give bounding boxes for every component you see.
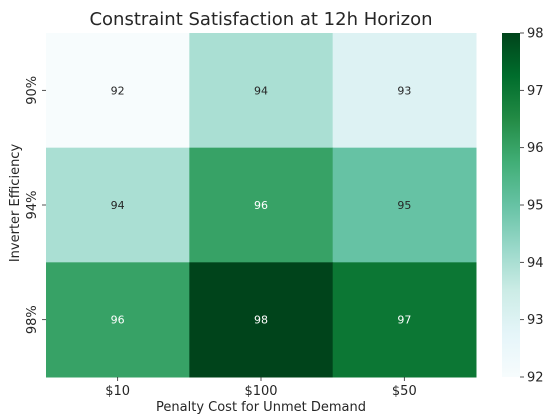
cell-value-label: 94 [111, 199, 125, 212]
heatmap-cell [189, 33, 334, 149]
colorbar-tick-label: 95 [527, 199, 544, 214]
cell-value-label: 94 [254, 84, 268, 97]
heatmap-cells: 92 94 93 94 96 95 96 98 97 [46, 33, 477, 378]
cell-value-label: 92 [111, 84, 125, 97]
cell-value-label: 97 [397, 314, 411, 327]
cell-value-label: 93 [397, 84, 411, 97]
cell-value-label: 96 [254, 199, 268, 212]
colorbar-ticks: 92 93 94 95 96 97 98 [520, 27, 544, 386]
y-axis: 90% 94% 98% [25, 76, 46, 334]
y-axis-label: Inverter Efficiency [8, 144, 23, 263]
colorbar-tick-label: 94 [527, 256, 544, 271]
heatmap-cell [46, 262, 190, 378]
cell-value-label: 95 [397, 199, 411, 212]
colorbar [502, 33, 520, 377]
heatmap-cell [46, 147, 190, 263]
x-axis-label: Penalty Cost for Unmet Demand [156, 400, 366, 415]
heatmap-cell [332, 147, 477, 263]
colorbar-tick-label: 97 [527, 84, 544, 99]
heatmap-cell [46, 33, 190, 149]
heatmap-cell [332, 262, 477, 378]
heatmap-cell [189, 147, 334, 263]
x-tick-label: $100 [244, 384, 277, 399]
colorbar-tick-label: 92 [527, 371, 544, 386]
colorbar-tick-label: 93 [527, 313, 544, 328]
x-tick-label: $50 [392, 384, 417, 399]
cell-value-label: 98 [254, 314, 268, 327]
y-tick-label: 98% [25, 305, 40, 334]
x-axis: $10 $100 $50 [105, 377, 417, 399]
heatmap-cell [189, 262, 334, 378]
colorbar-tick-label: 98 [527, 27, 544, 42]
heatmap-cell [332, 33, 477, 149]
chart-title: Constraint Satisfaction at 12h Horizon [89, 9, 432, 30]
cell-value-label: 96 [111, 314, 125, 327]
colorbar-tick-label: 96 [527, 141, 544, 156]
y-tick-label: 94% [25, 191, 40, 220]
x-tick-label: $10 [105, 384, 130, 399]
y-tick-label: 90% [25, 76, 40, 105]
